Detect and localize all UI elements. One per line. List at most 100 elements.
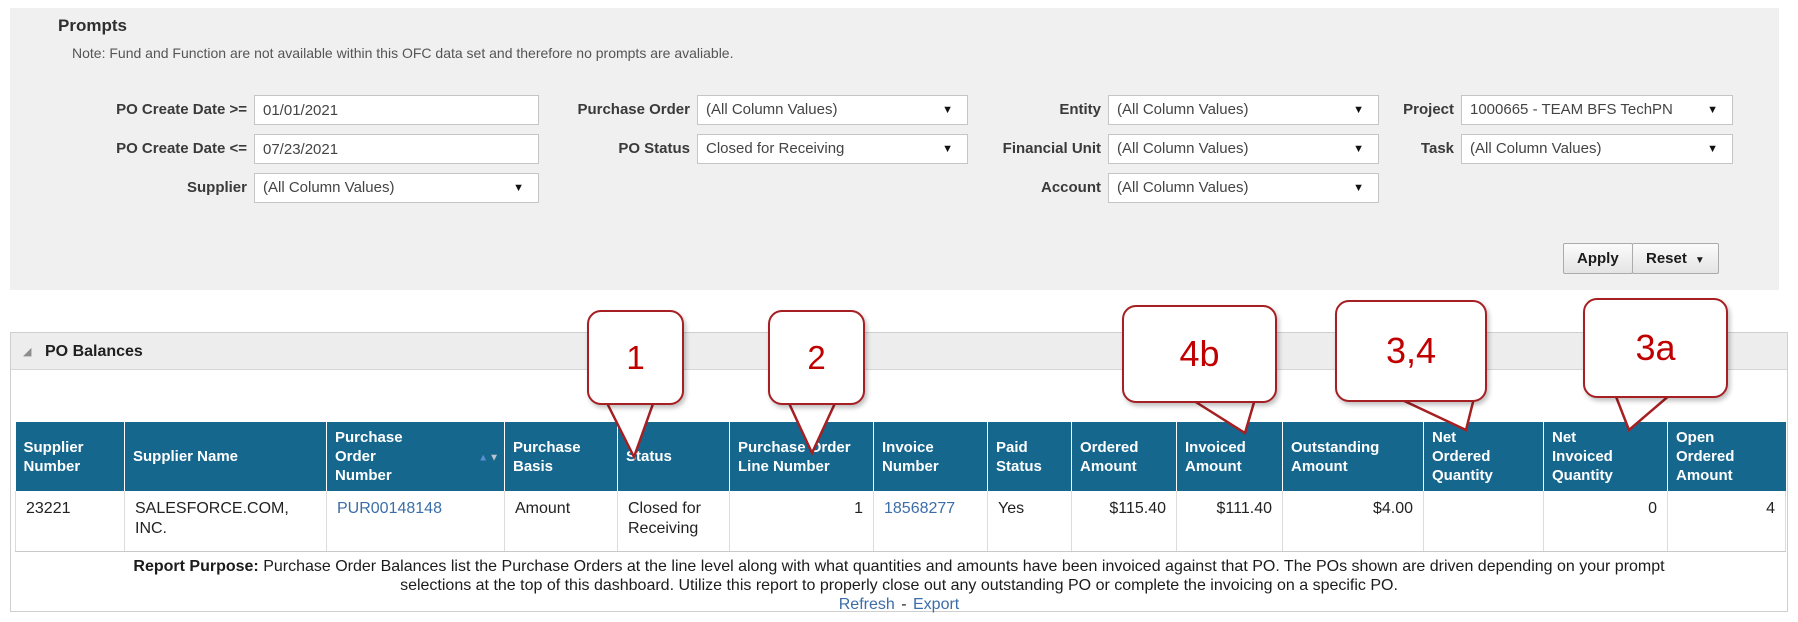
col-header-po-line-number: Purchase Order Line Number: [729, 422, 874, 491]
po-create-date-to-input[interactable]: [254, 134, 539, 164]
export-link[interactable]: Export: [913, 595, 960, 613]
callout-invoiced-amount-tail: [1190, 397, 1257, 435]
cell-po-line-number: 1: [729, 491, 874, 552]
callout-label: 3,4: [1385, 330, 1437, 371]
cell-status: Closed for Receiving: [617, 491, 730, 552]
table-header-row: Supplier Number Supplier Name Purchase O…: [15, 422, 1786, 491]
col-header-status: Status: [617, 422, 730, 491]
chevron-down-icon: ▼: [513, 182, 524, 194]
col-header-invoiced-amount: Invoiced Amount: [1176, 422, 1283, 491]
cell-invoiced-amount: $111.40: [1176, 491, 1283, 552]
po-create-date-from-input[interactable]: [254, 95, 539, 125]
account-label: Account: [1041, 179, 1101, 196]
reset-button[interactable]: Reset ▼: [1632, 243, 1719, 274]
invoice-number-link[interactable]: 18568277: [884, 500, 956, 517]
po-balances-section: ◢ PO Balances Supplier Number Supplier N…: [10, 332, 1788, 614]
task-value: (All Column Values): [1470, 140, 1602, 157]
col-header-supplier-name: Supplier Name: [124, 422, 327, 491]
purchase-order-link[interactable]: PUR00148148: [337, 500, 442, 517]
purchase-order-dropdown[interactable]: (All Column Values) ▼: [697, 95, 968, 125]
chevron-down-icon: ▼: [1353, 104, 1364, 116]
project-label: Project: [1403, 101, 1454, 118]
callout-po-line-number: 2: [768, 310, 865, 405]
chevron-down-icon: ▼: [1694, 255, 1705, 266]
collapse-icon[interactable]: ◢: [23, 346, 32, 358]
apply-button[interactable]: Apply: [1563, 243, 1633, 274]
callout-net-invoiced-quantity: 3a: [1583, 298, 1728, 398]
entity-dropdown[interactable]: (All Column Values) ▼: [1108, 95, 1379, 125]
col-header-paid-status: Paid Status: [987, 422, 1072, 491]
po-balances-title: PO Balances: [45, 343, 143, 360]
cell-net-ordered-quantity: [1423, 491, 1544, 552]
po-create-date-to-label: PO Create Date <=: [116, 140, 247, 157]
financial-unit-dropdown[interactable]: (All Column Values) ▼: [1108, 134, 1379, 164]
project-dropdown[interactable]: 1000665 - TEAM BFS TechPN ▼: [1461, 95, 1733, 125]
callout-net-ordered-quantity-tail: [1397, 396, 1476, 432]
po-balances-table: Supplier Number Supplier Name Purchase O…: [15, 422, 1786, 552]
col-header-purchase-order-number: Purchase Order Number ▲▼: [326, 422, 505, 491]
financial-unit-value: (All Column Values): [1117, 140, 1249, 157]
callout-status: 1: [587, 310, 684, 405]
callout-status-tail: [604, 400, 656, 461]
entity-value: (All Column Values): [1117, 101, 1249, 118]
chevron-down-icon: ▼: [1353, 143, 1364, 155]
chevron-down-icon: ▼: [942, 104, 953, 116]
cell-supplier-number: 23221: [15, 491, 125, 552]
cell-paid-status: Yes: [987, 491, 1072, 552]
refresh-link[interactable]: Refresh: [838, 595, 895, 613]
col-header-purchase-basis: Purchase Basis: [504, 422, 618, 491]
chevron-down-icon: ▼: [1353, 182, 1364, 194]
report-purpose-text: Report Purpose: Purchase Order Balances …: [133, 557, 1665, 594]
cell-net-invoiced-quantity: 0: [1543, 491, 1668, 552]
col-header-open-ordered-amount: Open Ordered Amount: [1667, 422, 1786, 491]
task-dropdown[interactable]: (All Column Values) ▼: [1461, 134, 1733, 164]
callout-label: 2: [807, 338, 826, 376]
po-status-value: Closed for Receiving: [706, 140, 845, 157]
callout-net-invoiced-quantity-tail: [1613, 393, 1672, 433]
purchase-order-label: Purchase Order: [577, 101, 690, 118]
prompts-panel: Prompts Note: Fund and Function are not …: [10, 8, 1779, 290]
account-dropdown[interactable]: (All Column Values) ▼: [1108, 173, 1379, 203]
callout-net-ordered-quantity: 3,4: [1335, 300, 1487, 402]
po-balances-header-bar: ◢ PO Balances: [11, 333, 1787, 370]
cell-invoice-number: 18568277: [873, 491, 988, 552]
callout-po-line-number-tail: [786, 400, 838, 456]
col-header-outstanding-amount: Outstanding Amount: [1282, 422, 1424, 491]
report-purpose-label: Report Purpose:: [133, 557, 259, 575]
purchase-order-value: (All Column Values): [706, 101, 838, 118]
task-label: Task: [1420, 140, 1454, 157]
supplier-label: Supplier: [186, 179, 247, 196]
sort-ascending-icon[interactable]: ▲: [478, 452, 489, 463]
col-header-net-invoiced-quantity: Net Invoiced Quantity: [1543, 422, 1668, 491]
callout-label: 4b: [1179, 333, 1220, 374]
chevron-down-icon: ▼: [1707, 143, 1718, 155]
col-header-net-ordered-quantity: Net Ordered Quantity: [1423, 422, 1544, 491]
prompts-title: Prompts: [58, 16, 127, 35]
callout-invoiced-amount: 4b: [1122, 305, 1277, 403]
cell-open-ordered-amount: 4: [1667, 491, 1786, 552]
entity-label: Entity: [1059, 101, 1101, 118]
cell-ordered-amount: $115.40: [1071, 491, 1177, 552]
cell-purchase-order-number: PUR00148148: [326, 491, 505, 552]
financial-unit-label: Financial Unit: [1002, 140, 1101, 157]
po-status-dropdown[interactable]: Closed for Receiving ▼: [697, 134, 968, 164]
po-create-date-from-label: PO Create Date >=: [116, 101, 247, 118]
account-value: (All Column Values): [1117, 179, 1249, 196]
cell-outstanding-amount: $4.00: [1282, 491, 1424, 552]
sort-control[interactable]: ▲▼: [478, 446, 499, 467]
project-value: 1000665 - TEAM BFS TechPN: [1470, 101, 1673, 118]
sort-descending-icon[interactable]: ▼: [489, 452, 499, 463]
chevron-down-icon: ▼: [942, 143, 953, 155]
cell-purchase-basis: Amount: [504, 491, 618, 552]
col-header-invoice-number: Invoice Number: [873, 422, 988, 491]
cell-supplier-name: SALESFORCE.COM, INC.: [124, 491, 327, 552]
col-header-ordered-amount: Ordered Amount: [1071, 422, 1177, 491]
supplier-dropdown[interactable]: (All Column Values) ▼: [254, 173, 539, 203]
col-header-supplier-number: Supplier Number: [15, 422, 125, 491]
callout-label: 1: [626, 338, 645, 376]
table-row: 23221 SALESFORCE.COM, INC. PUR00148148 A…: [15, 491, 1786, 552]
table-action-links: Refresh - Export: [11, 596, 1787, 614]
prompts-note: Note: Fund and Function are not availabl…: [72, 45, 734, 61]
chevron-down-icon: ▼: [1707, 104, 1718, 116]
